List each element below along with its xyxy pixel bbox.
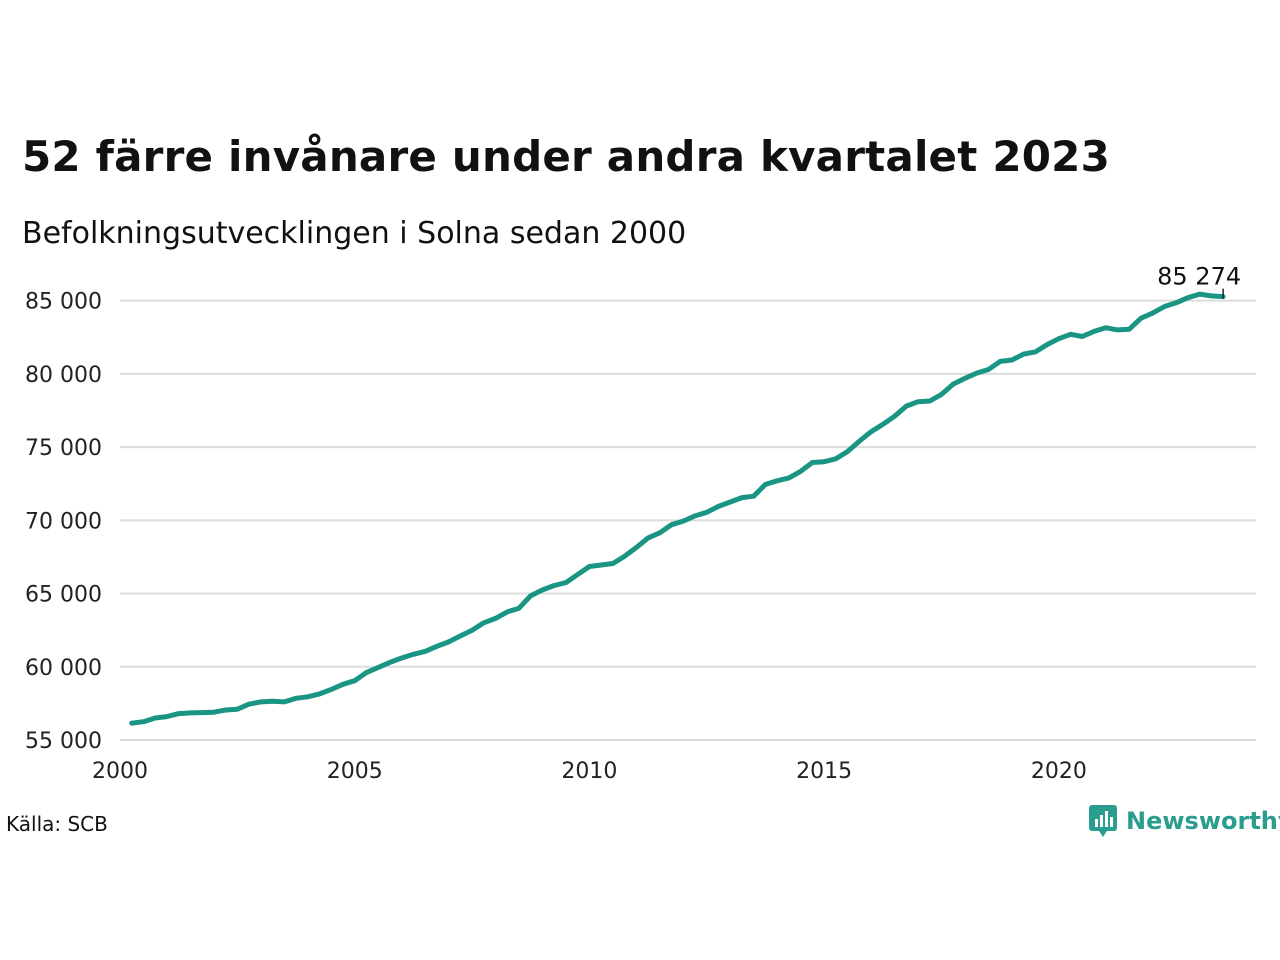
y-tick-label: 60 000	[25, 656, 102, 681]
x-tick-label: 2015	[796, 759, 852, 784]
source-note: Källa: SCB	[6, 812, 108, 836]
annotations: 85 274	[1157, 263, 1241, 299]
y-tick-label: 70 000	[25, 509, 102, 534]
brand-name: Newsworthy	[1126, 807, 1280, 835]
series-line	[129, 291, 1226, 726]
line-chart: 55 000 60 000 65 000 70 000 75 000 80 000 85 0…	[25, 263, 1256, 784]
end-value-label: 85 274	[1157, 263, 1241, 291]
y-tick-label: 75 000	[25, 436, 102, 461]
grid-lines	[120, 299, 1256, 741]
series-group	[129, 291, 1226, 726]
chart-title: 52 färre invånare under andra kvartalet …	[22, 132, 1111, 181]
bar-chart-speech-bubble-icon	[1089, 805, 1117, 837]
x-tick-label: 2010	[561, 759, 617, 784]
x-axis-ticks: 2000 2005 2010 2015 2020	[92, 759, 1087, 784]
y-tick-label: 85 000	[25, 290, 102, 315]
x-tick-label: 2005	[327, 759, 383, 784]
y-axis-ticks: 55 000 60 000 65 000 70 000 75 000 80 000 85 0…	[25, 290, 102, 754]
y-tick-label: 55 000	[25, 729, 102, 754]
chart-subtitle: Befolkningsutvecklingen i Solna sedan 20…	[22, 216, 687, 251]
y-tick-label: 80 000	[25, 363, 102, 388]
y-tick-label: 65 000	[25, 583, 102, 608]
x-tick-label: 2020	[1031, 759, 1087, 784]
x-tick-label: 2000	[92, 759, 148, 784]
newsworthy-logo[interactable]: Newsworthy	[1088, 804, 1280, 838]
